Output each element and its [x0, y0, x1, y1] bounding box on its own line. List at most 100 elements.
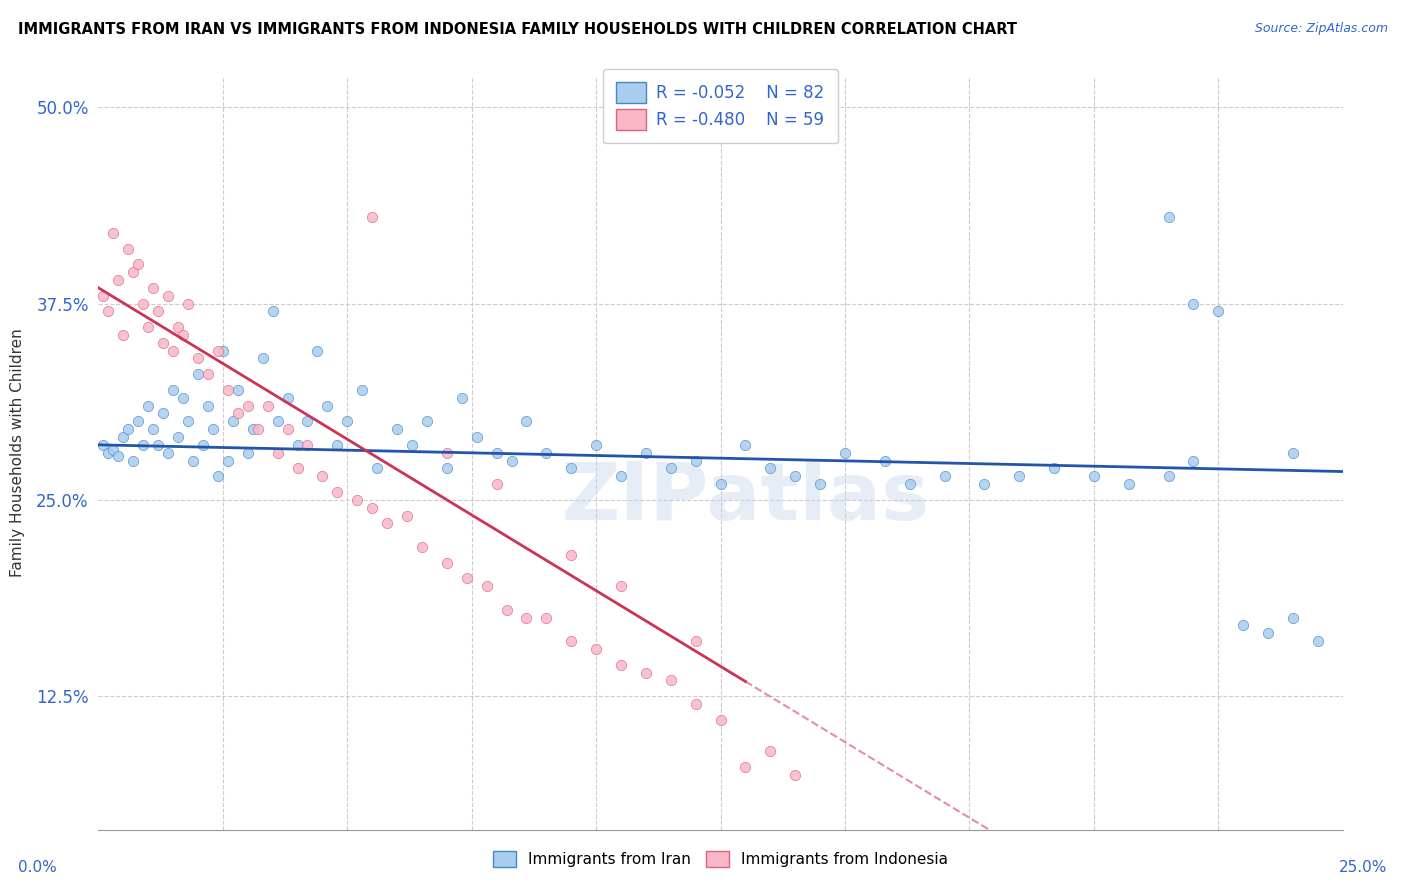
Point	[734, 760, 756, 774]
Point	[142, 281, 165, 295]
Point	[366, 461, 388, 475]
Point	[659, 673, 682, 688]
Point	[117, 422, 139, 436]
Point	[103, 226, 125, 240]
Point	[610, 657, 633, 672]
Point	[122, 453, 145, 467]
Point	[222, 414, 245, 428]
Point	[336, 414, 359, 428]
Point	[361, 500, 384, 515]
Point	[262, 304, 284, 318]
Point	[266, 445, 288, 460]
Point	[187, 351, 209, 366]
Point	[456, 571, 478, 585]
Point	[436, 445, 458, 460]
Point	[266, 414, 288, 428]
Point	[1206, 304, 1229, 318]
Point	[973, 477, 995, 491]
Point	[236, 399, 259, 413]
Point	[311, 469, 333, 483]
Point	[759, 744, 782, 758]
Point	[167, 430, 190, 444]
Point	[107, 273, 129, 287]
Point	[1182, 296, 1205, 310]
Text: ZIPatlas: ZIPatlas	[561, 458, 929, 537]
Point	[1157, 210, 1180, 224]
Point	[536, 610, 558, 624]
Point	[187, 367, 209, 381]
Point	[181, 453, 204, 467]
Point	[297, 438, 319, 452]
Point	[201, 422, 224, 436]
Point	[873, 453, 896, 467]
Point	[485, 445, 508, 460]
Point	[659, 461, 682, 475]
Point	[226, 383, 249, 397]
Point	[162, 383, 184, 397]
Point	[808, 477, 831, 491]
Point	[242, 422, 264, 436]
Point	[361, 210, 384, 224]
Point	[207, 469, 229, 483]
Point	[1182, 453, 1205, 467]
Point	[226, 406, 249, 420]
Point	[217, 383, 239, 397]
Text: IMMIGRANTS FROM IRAN VS IMMIGRANTS FROM INDONESIA FAMILY HOUSEHOLDS WITH CHILDRE: IMMIGRANTS FROM IRAN VS IMMIGRANTS FROM …	[18, 22, 1018, 37]
Text: 0.0%: 0.0%	[18, 860, 58, 874]
Point	[934, 469, 956, 483]
Point	[177, 296, 200, 310]
Point	[316, 399, 339, 413]
Point	[326, 485, 349, 500]
Point	[634, 665, 657, 680]
Point	[122, 265, 145, 279]
Point	[103, 442, 125, 457]
Point	[759, 461, 782, 475]
Point	[515, 414, 537, 428]
Point	[277, 391, 299, 405]
Point	[1257, 626, 1279, 640]
Point	[1083, 469, 1105, 483]
Point	[107, 449, 129, 463]
Point	[97, 304, 120, 318]
Point	[127, 257, 149, 271]
Point	[585, 438, 607, 452]
Point	[1118, 477, 1140, 491]
Point	[1232, 618, 1254, 632]
Y-axis label: Family Households with Children: Family Households with Children	[10, 328, 25, 577]
Point	[177, 414, 200, 428]
Point	[734, 438, 756, 452]
Text: 25.0%: 25.0%	[1340, 860, 1388, 874]
Point	[1157, 469, 1180, 483]
Point	[495, 603, 517, 617]
Point	[485, 477, 508, 491]
Point	[395, 508, 418, 523]
Point	[132, 296, 155, 310]
Point	[236, 445, 259, 460]
Point	[167, 320, 190, 334]
Point	[217, 453, 239, 467]
Point	[1282, 610, 1305, 624]
Point	[246, 422, 269, 436]
Point	[152, 335, 174, 350]
Point	[197, 367, 219, 381]
Point	[277, 422, 299, 436]
Point	[136, 320, 159, 334]
Point	[297, 414, 319, 428]
Point	[710, 477, 733, 491]
Point	[136, 399, 159, 413]
Point	[536, 445, 558, 460]
Point	[375, 516, 398, 531]
Point	[610, 579, 633, 593]
Point	[132, 438, 155, 452]
Point	[112, 430, 135, 444]
Point	[172, 391, 194, 405]
Point	[785, 767, 807, 781]
Point	[346, 492, 368, 507]
Point	[685, 697, 707, 711]
Point	[112, 327, 135, 342]
Point	[1282, 445, 1305, 460]
Point	[475, 579, 498, 593]
Point	[436, 461, 458, 475]
Point	[256, 399, 278, 413]
Point	[436, 556, 458, 570]
